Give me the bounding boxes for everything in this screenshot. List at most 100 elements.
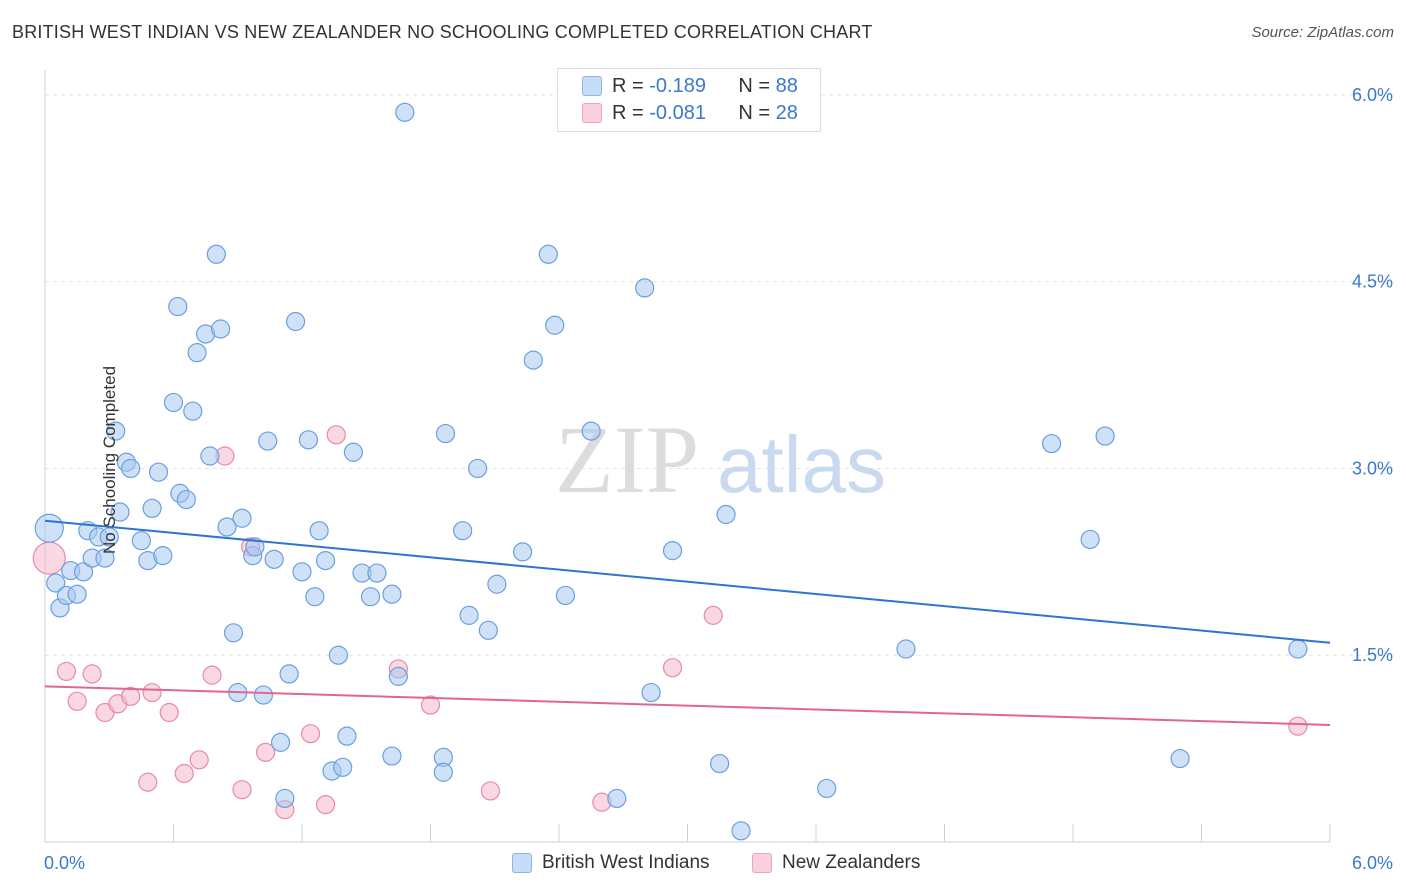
- data-point: [478, 620, 498, 640]
- data-point: [512, 542, 533, 562]
- data-point: [168, 296, 188, 317]
- y-tick-label: 3.0%: [1352, 458, 1393, 478]
- data-point: [138, 772, 158, 792]
- data-point: [315, 550, 336, 571]
- data-point: [99, 527, 119, 547]
- data-point: [487, 574, 507, 594]
- data-point: [110, 502, 130, 522]
- data-point: [716, 504, 736, 525]
- data-point: [279, 664, 299, 684]
- legend-r-value: -0.081: [649, 101, 706, 124]
- chart-source: Source: ZipAtlas.com: [1251, 24, 1394, 41]
- chart-title: BRITISH WEST INDIAN VS NEW ZEALANDER NO …: [12, 22, 873, 42]
- data-point: [292, 562, 312, 582]
- data-point: [211, 319, 231, 339]
- data-point: [174, 763, 194, 784]
- data-point: [459, 605, 479, 625]
- data-point: [367, 563, 387, 583]
- legend-n-value: 88: [775, 74, 798, 97]
- legend-r-value: -0.189: [649, 74, 706, 97]
- legend-item-british-west-indians: British West Indians: [512, 852, 710, 874]
- data-point: [183, 401, 203, 421]
- legend-r-label: R =: [612, 74, 644, 97]
- data-point: [662, 541, 683, 561]
- data-point: [232, 508, 252, 528]
- data-point: [1170, 748, 1190, 769]
- data-point: [258, 431, 278, 451]
- data-point: [581, 421, 601, 441]
- data-point: [121, 458, 141, 479]
- data-point: [121, 686, 141, 706]
- data-point: [202, 665, 222, 685]
- data-point: [523, 350, 543, 370]
- data-point: [480, 781, 501, 801]
- legend-swatch-pink: [582, 103, 602, 123]
- legend-swatch-blue: [582, 76, 602, 96]
- data-point: [896, 639, 916, 659]
- data-point: [206, 244, 226, 264]
- data-point: [1095, 426, 1115, 446]
- data-point: [217, 517, 237, 537]
- data-point: [46, 573, 66, 593]
- data-point: [710, 753, 730, 774]
- data-point: [315, 795, 336, 815]
- x-tick-label: 6.0%: [1352, 853, 1393, 873]
- x-tick-label: 0.0%: [44, 853, 85, 873]
- data-point: [270, 732, 291, 752]
- data-point: [142, 682, 162, 703]
- legend-row-blue: R = -0.189 N = 88: [582, 74, 798, 98]
- series-legend: British West Indians New Zealanders: [0, 852, 1406, 876]
- data-point: [453, 521, 473, 541]
- trend-line-british-west-indians: [44, 519, 1331, 644]
- stats-legend: R = -0.189 N = 88 R = -0.081 N = 28: [557, 68, 821, 132]
- data-point: [56, 661, 77, 682]
- data-point: [607, 788, 627, 809]
- legend-r-label: R =: [612, 101, 644, 124]
- data-point: [159, 702, 179, 723]
- legend-swatch-pink: [752, 853, 772, 873]
- data-point: [662, 658, 683, 678]
- data-point: [95, 548, 115, 568]
- data-point: [67, 584, 87, 604]
- data-point: [163, 392, 184, 413]
- data-point: [1288, 639, 1308, 659]
- data-point: [106, 421, 126, 441]
- data-point: [333, 757, 353, 777]
- data-point: [232, 780, 252, 800]
- legend-item-new-zealanders: New Zealanders: [752, 852, 920, 874]
- y-tick-label: 4.5%: [1352, 272, 1393, 292]
- data-point: [1080, 529, 1100, 550]
- data-point: [300, 724, 321, 744]
- data-point: [395, 102, 415, 122]
- legend-label: British West Indians: [542, 852, 710, 873]
- y-tick-label: 1.5%: [1352, 645, 1393, 665]
- legend-label: New Zealanders: [782, 852, 921, 873]
- legend-n-label: N =: [738, 74, 771, 97]
- data-point: [731, 821, 751, 841]
- data-point: [305, 587, 325, 607]
- data-point: [255, 742, 276, 762]
- data-point: [142, 498, 162, 518]
- trend-lines: [44, 519, 1331, 726]
- series-new-zealanders: [32, 425, 1308, 820]
- data-point: [187, 343, 207, 363]
- data-point: [328, 645, 349, 665]
- data-point: [635, 278, 655, 298]
- legend-row-pink: R = -0.081 N = 28: [582, 101, 798, 125]
- data-point: [433, 762, 453, 782]
- watermark-atlas: atlas: [717, 420, 886, 509]
- data-point: [360, 587, 381, 607]
- axes: [44, 70, 1331, 843]
- data-point: [817, 778, 837, 799]
- legend-n-label: N =: [738, 101, 771, 124]
- data-point: [275, 788, 295, 809]
- data-point: [538, 244, 558, 264]
- data-point: [1041, 433, 1062, 454]
- data-point: [200, 446, 220, 466]
- data-point: [34, 513, 64, 543]
- data-point: [245, 537, 265, 557]
- data-point: [1288, 716, 1308, 736]
- data-point: [176, 489, 196, 510]
- data-point: [131, 531, 151, 551]
- data-point: [264, 549, 284, 569]
